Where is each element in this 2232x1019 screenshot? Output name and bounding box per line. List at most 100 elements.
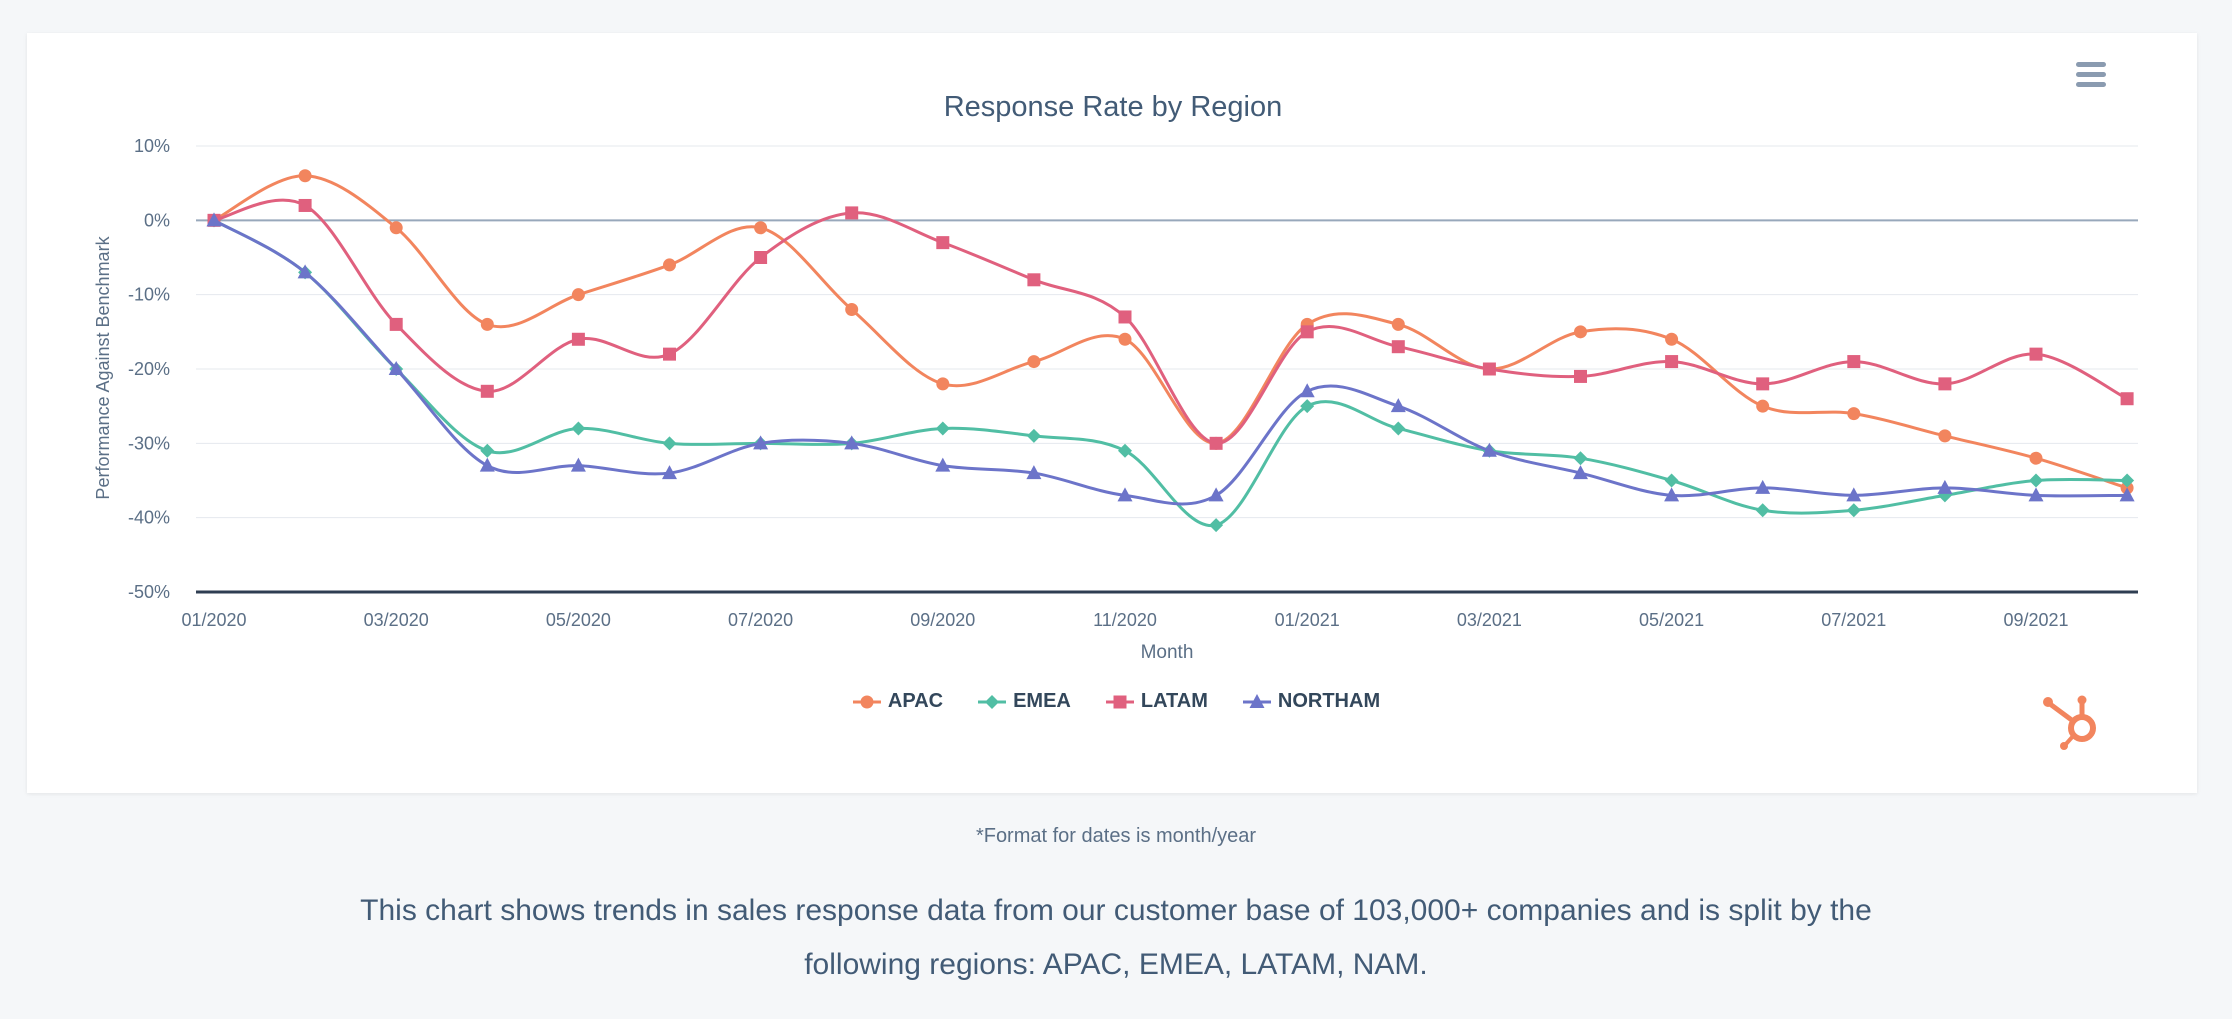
series-layer [206,169,2135,533]
data-point-apac [1118,332,1132,346]
legend-marker [860,695,874,708]
data-point-northam [1299,383,1315,398]
data-point-emea [2029,473,2043,488]
data-point-northam [2028,487,2044,502]
data-point-apac [936,377,950,391]
data-point-apac [1938,429,1952,443]
y-tick-label: -40% [128,508,170,528]
data-point-emea [1300,399,1315,414]
data-point-northam [297,264,313,279]
data-point-latam [1118,310,1132,324]
x-tick-label: 09/2021 [2003,610,2068,630]
data-point-apac [1847,407,1861,421]
data-point-northam [753,435,769,450]
data-point-latam [1027,273,1041,287]
data-point-emea [1755,503,1770,518]
data-point-northam [1846,487,1862,502]
data-point-northam [662,465,677,480]
data-point-emea [1026,428,1041,443]
data-point-apac [298,169,312,183]
legend-item-northam[interactable]: NORTHAM [1242,690,1380,713]
x-tick-label: 05/2020 [546,610,611,630]
legend-label: APAC [887,690,944,712]
data-point-northam [844,435,860,450]
data-point-latam [1482,362,1496,376]
data-point-northam [206,212,222,227]
x-axis-label: Month [1141,642,1194,663]
chart-legend: APAC EMEA LATAM NORTHAM [0,690,2232,713]
series-line-latam [213,198,2128,445]
data-point-apac [389,221,403,235]
legend-item-latam[interactable]: LATAM [1105,690,1208,713]
y-tick-label: 0% [144,210,170,230]
data-point-apac [1391,317,1405,331]
data-point-apac [480,317,494,331]
date-format-footnote: *Format for dates is month/year [975,825,1257,847]
data-point-emea [1664,473,1679,488]
series-line-apac [213,174,2128,490]
data-point-emea [480,443,495,458]
data-point-northam [1026,465,1042,480]
y-tick-label: -30% [128,433,170,453]
data-point-northam [1481,442,1497,457]
data-point-latam [480,384,494,398]
data-point-latam [1938,377,1952,391]
x-tick-label: 07/2021 [1821,610,1886,630]
data-point-apac [1574,325,1587,339]
data-point-apac [1756,399,1770,413]
series-line-northam [213,219,2128,506]
legend-item-apac[interactable]: APAC [852,690,943,713]
data-point-apac [1665,332,1679,346]
data-point-northam [479,457,495,472]
data-point-northam [1117,487,1133,502]
data-point-apac [1027,355,1041,369]
data-point-northam [1573,465,1588,480]
legend-item-emea[interactable]: EMEA [977,690,1071,713]
x-tick-label: 01/2021 [1275,610,1340,630]
legend-marker [1113,695,1127,708]
legend-symbol [978,694,1007,709]
data-point-emea [1846,503,1861,518]
x-tick-label: 03/2020 [364,610,429,630]
chart: Response Rate by Region Performance Agai… [93,91,2138,663]
data-point-northam [1664,487,1680,502]
y-tick-label: -20% [128,359,170,379]
data-point-latam [1574,369,1587,383]
y-tick-label: -10% [128,285,170,305]
data-point-latam [2029,347,2043,361]
menu-bar [2076,82,2106,87]
data-point-apac [2029,451,2043,465]
data-point-northam [1390,398,1406,413]
legend-label: EMEA [1013,690,1071,712]
data-point-latam [754,251,768,264]
data-point-northam [388,361,404,375]
x-tick-label: 01/2020 [181,610,246,630]
x-tick-label: 09/2020 [910,610,975,630]
data-point-latam [1665,355,1679,369]
x-tick-label: 11/2020 [1093,610,1157,630]
y-tick-label: -50% [128,582,170,602]
x-tick-label: 07/2020 [728,610,793,630]
chart-title: Response Rate by Region [944,91,1283,123]
legend-marker [985,694,1000,709]
data-point-emea [1391,421,1406,436]
data-point-emea [1118,443,1132,458]
data-point-northam [2119,487,2135,502]
y-axis-label: Performance Against Benchmark [93,235,113,499]
legend-symbol [1105,695,1134,708]
data-point-emea [1209,518,1224,533]
series-line-emea [213,219,2128,527]
data-point-latam [1209,436,1223,450]
data-point-apac [663,258,676,272]
chart-menu-button[interactable] [2076,62,2106,90]
legend-label: LATAM [1140,690,1208,712]
data-point-latam [1847,355,1861,369]
data-point-latam [663,347,676,361]
x-tick-label: 05/2021 [1639,610,1704,630]
data-point-latam [389,317,403,331]
data-point-latam [2120,392,2134,406]
data-point-latam [845,206,859,220]
data-point-apac [571,288,585,302]
legend-marker [1249,693,1265,708]
legend-symbol [852,695,881,708]
